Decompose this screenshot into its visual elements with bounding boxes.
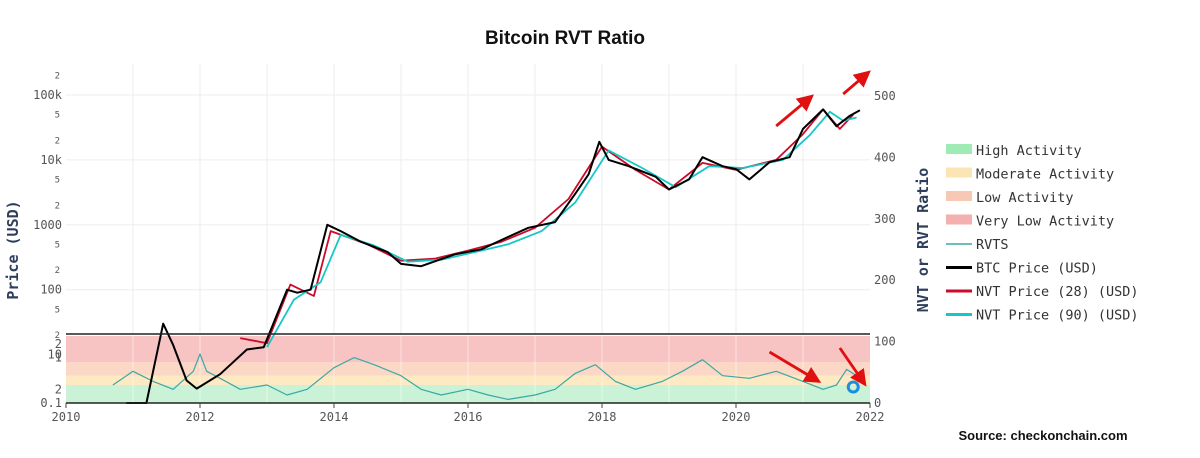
blue-circle-marker — [846, 380, 860, 394]
upper-grid — [66, 64, 870, 356]
x-tick-label: 2010 — [52, 410, 81, 424]
x-axis-ticks: 2010 2012 2014 2016 2018 2020 2022 — [52, 403, 885, 424]
chart-title: Bitcoin RVT Ratio — [485, 28, 645, 49]
annotations — [768, 70, 871, 394]
series-nvt-price-28-usd- — [240, 108, 854, 345]
y-left-minor-tick-label: 5 — [55, 111, 60, 121]
y-left-axis-ticks: 10 100 1000 10k 100k 2 5 2 5 2 5 2 5 2 — [33, 71, 63, 361]
legend-label: BTC Price (USD) — [976, 261, 1098, 277]
source-label: Source: checkonchain.com — [958, 428, 1127, 443]
y-right-tick-label: 300 — [874, 212, 896, 226]
y-right-tick-label: 400 — [874, 150, 896, 164]
y-right-tick-label: 500 — [874, 89, 896, 103]
y-left-tick-label: 1000 — [33, 218, 62, 232]
y-lower-tick-label: 2 — [55, 337, 62, 351]
y-right-axis-ticks: 0 100 200 300 400 500 — [874, 89, 896, 410]
legend-swatch — [946, 144, 972, 154]
y-left-minor-tick-label: 2 — [55, 201, 60, 211]
legend-label: Moderate Activity — [976, 167, 1114, 183]
red-arrow-bottom-2 — [838, 347, 867, 387]
legend-swatch — [946, 214, 972, 225]
legend-swatch — [946, 191, 972, 201]
series-btc-price-usd- — [126, 108, 861, 404]
y-right-tick-label: 0 — [874, 396, 881, 410]
legend-label: NVT Price (28) (USD) — [976, 284, 1139, 300]
series-nvt-price-90-usd- — [266, 110, 857, 348]
y-left-tick-label: 100 — [40, 283, 62, 297]
x-tick-label: 2022 — [856, 410, 885, 424]
y-lower-tick-label: 1 — [55, 351, 62, 365]
y-lower-tick-label: 0.1 — [40, 396, 62, 410]
x-tick-label: 2020 — [722, 410, 751, 424]
y-left-minor-tick-label: 5 — [55, 305, 60, 315]
legend-swatch — [946, 167, 972, 178]
series-layer — [112, 108, 861, 404]
legend-label: Very Low Activity — [976, 214, 1114, 230]
series-rvts — [112, 353, 857, 400]
y-left-minor-tick-label: 5 — [55, 175, 60, 185]
y-lower-tick-label: 2 — [55, 382, 62, 396]
y-left-minor-tick-label: 2 — [55, 136, 60, 146]
y-left-tick-label: 10 — [48, 348, 62, 362]
red-arrow-top-2 — [842, 70, 871, 96]
legend: High Activity Moderate Activity Low Activi… — [946, 143, 1139, 324]
y-left-tick-label: 100k — [33, 88, 63, 102]
x-tick-label: 2012 — [186, 410, 215, 424]
x-tick-label: 2016 — [454, 410, 483, 424]
y-right-tick-label: 200 — [874, 273, 896, 287]
legend-label: RVTS — [976, 237, 1009, 253]
legend-label: High Activity — [976, 143, 1082, 159]
y-left-axis-title: Price (USD) — [4, 200, 22, 299]
legend-label: Low Activity — [976, 190, 1074, 206]
red-arrow-bottom-1 — [768, 350, 822, 383]
y-left-minor-tick-label: 5 — [55, 240, 60, 250]
y-left-minor-tick-label: 2 — [55, 266, 60, 276]
red-arrow-top-1 — [775, 94, 814, 128]
y-left-minor-tick-label: 2 — [55, 71, 60, 81]
legend-label: NVT Price (90) (USD) — [976, 308, 1139, 324]
x-tick-label: 2014 — [320, 410, 349, 424]
lower-grid — [132, 336, 804, 403]
y-left-tick-label: 10k — [40, 153, 62, 167]
x-tick-label: 2018 — [588, 410, 617, 424]
y-right-tick-label: 100 — [874, 335, 896, 349]
y-left-minor-tick-label: 2 — [55, 331, 60, 341]
y-right-axis-title: NVT or RVT Ratio — [914, 168, 932, 313]
